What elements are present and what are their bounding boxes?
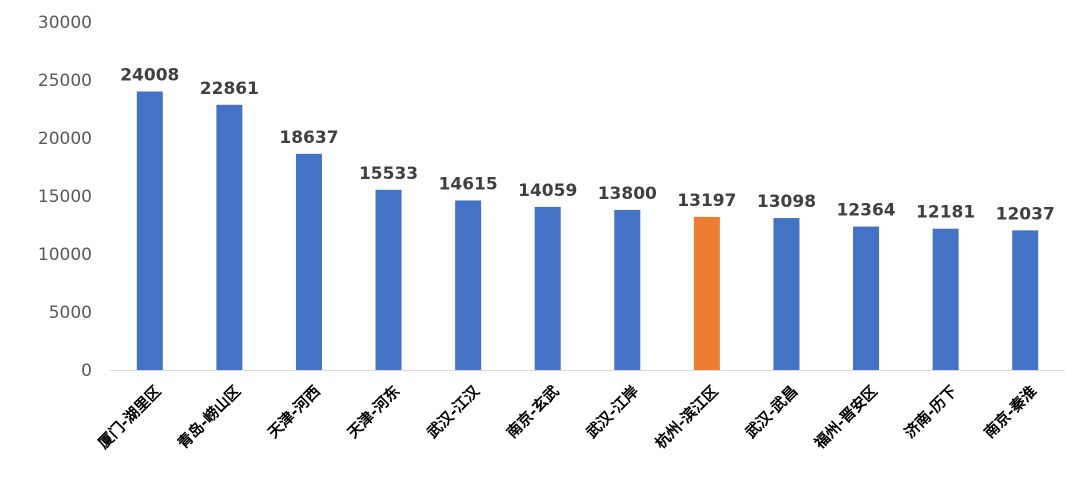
- y-tick-label: 25000: [38, 71, 92, 91]
- bar: [136, 91, 163, 370]
- data-label: 24008: [120, 66, 179, 86]
- x-tick-label: 济南-历下: [901, 382, 961, 442]
- x-tick-label: 青岛-崂山区: [174, 382, 244, 452]
- x-tick-label: 杭州-滨江区: [652, 382, 722, 452]
- x-tick-label: 天津-河西: [264, 382, 324, 442]
- bar: [614, 209, 641, 370]
- y-tick-label: 20000: [38, 129, 92, 149]
- y-tick-label: 15000: [38, 187, 92, 207]
- bar: [853, 226, 880, 370]
- data-label: 18637: [279, 128, 338, 148]
- y-tick-label: 10000: [38, 245, 92, 265]
- bar: [455, 200, 482, 370]
- data-label: 22861: [200, 79, 259, 99]
- x-tick-label: 福州-晋安区: [810, 382, 881, 453]
- y-axis-ticks: 0 5000 10000 15000 20000 25000 30000: [38, 13, 92, 381]
- y-tick-label: 5000: [49, 303, 92, 323]
- bar: [1012, 230, 1039, 370]
- x-tick-label: 武汉-江岸: [583, 382, 643, 442]
- bars: [136, 91, 1039, 370]
- data-labels: 24008 22861 18637 15533 14615 14059 13800 13197…: [120, 66, 1055, 225]
- bar: [932, 228, 959, 370]
- x-tick-label: 南京-玄武: [503, 382, 563, 442]
- y-tick-label: 30000: [38, 13, 92, 33]
- y-tick-label: 0: [81, 361, 92, 381]
- bar: [295, 153, 322, 370]
- bar: [375, 189, 402, 370]
- data-label: 12181: [916, 203, 975, 223]
- data-label: 12364: [836, 201, 895, 221]
- x-axis-labels: 厦门-湖里区 青岛-崂山区 天津-河西 天津-河东 武汉-江汉 南京-玄武 武汉-江岸 杭州-…: [94, 381, 1040, 453]
- x-tick-label: 武汉-武昌: [742, 382, 802, 442]
- data-label: 13197: [677, 191, 736, 211]
- data-label: 14615: [439, 174, 498, 194]
- bar: [534, 206, 561, 370]
- bar: [693, 216, 720, 370]
- data-label: 15533: [359, 164, 418, 184]
- bar: [216, 104, 243, 370]
- x-tick-label: 南京-秦淮: [980, 382, 1040, 442]
- bar: [773, 218, 800, 370]
- data-label: 14059: [518, 181, 577, 201]
- x-tick-label: 天津-河东: [344, 382, 404, 442]
- data-label: 13800: [598, 184, 657, 204]
- x-tick-label: 武汉-江汉: [423, 381, 483, 441]
- x-tick-label: 厦门-湖里区: [94, 382, 164, 452]
- data-label: 12037: [996, 204, 1055, 224]
- data-label: 13098: [757, 192, 816, 212]
